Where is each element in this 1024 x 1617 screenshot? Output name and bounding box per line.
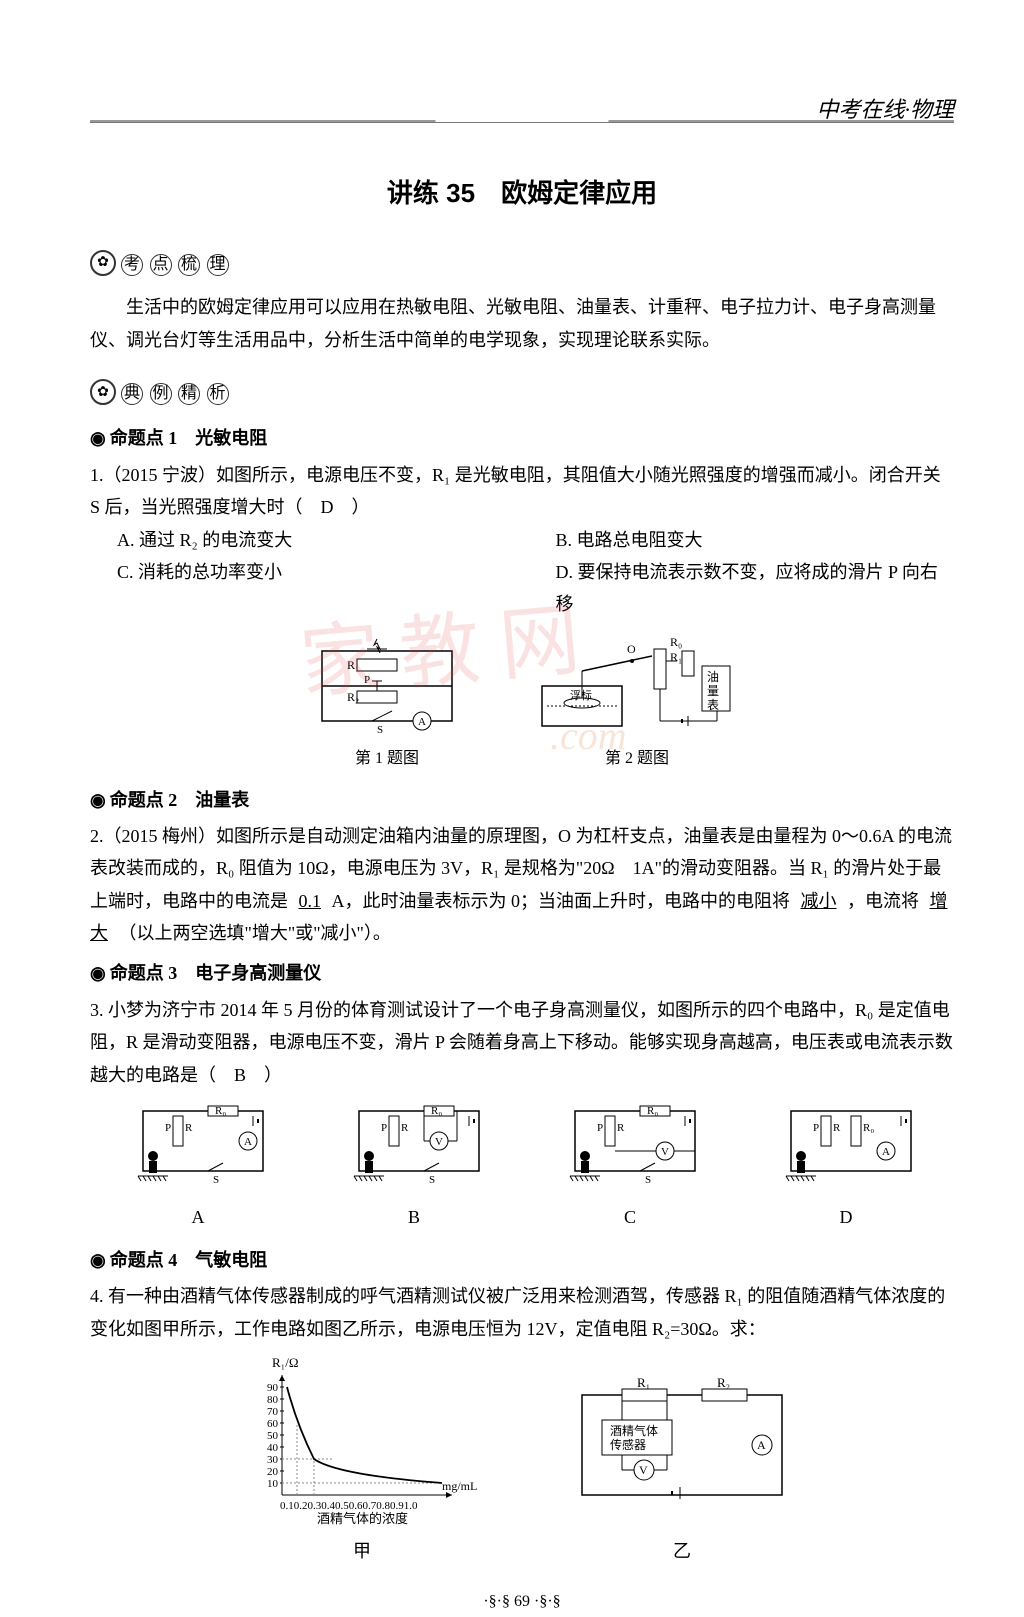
svg-text:R₀: R₀ [647, 1105, 658, 1117]
svg-text:S: S [377, 724, 383, 736]
svg-text:P: P [381, 1122, 387, 1134]
svg-text:P: P [813, 1122, 819, 1134]
circuit-A: P R R₀ A S A [123, 1101, 273, 1234]
figure-1: R₁ R₂ P A S 第 1 题图 [302, 631, 472, 774]
svg-text:R₀: R₀ [215, 1105, 226, 1117]
circuit-C-label: C [555, 1201, 705, 1233]
svg-text:酒精气体: 酒精气体 [610, 1423, 658, 1438]
svg-text:P: P [364, 674, 370, 686]
question-1: 1.（2015 宁波）如图所示，电源电压不变，R₁ 是光敏电阻，其阻值大小随光照… [90, 459, 954, 621]
svg-text:90: 90 [267, 1382, 279, 1394]
svg-text:油: 油 [707, 670, 719, 684]
svg-text:量: 量 [707, 684, 719, 698]
svg-text:V: V [639, 1463, 648, 1477]
q1-stem: 1.（2015 宁波）如图所示，电源电压不变，R₁ 是光敏电阻，其阻值大小随光照… [90, 459, 954, 524]
circuit-B-label: B [339, 1201, 489, 1233]
circuit-C: P R R₀ V S C [555, 1101, 705, 1234]
svg-text:R₁: R₁ [670, 650, 682, 664]
figure-row-1: R₁ R₂ P A S 第 1 题图 浮标 O R₁ [90, 631, 954, 774]
circuit-diagram-2: 浮标 O R₁ R₀ 油 量 表 [532, 631, 742, 741]
svg-text:S: S [213, 1174, 219, 1186]
svg-text:R₂: R₂ [717, 1375, 730, 1390]
svg-text:R₀: R₀ [670, 635, 682, 649]
header-subject: 中考在线·物理 [816, 90, 954, 130]
graph-jia: R₁/Ω 10 20 30 40 50 60 70 80 90 [242, 1355, 482, 1568]
question-3: 3. 小梦为济宁市 2014 年 5 月份的体育测试设计了一个电子身高测量仪，如… [90, 994, 954, 1091]
svg-text:V: V [661, 1146, 669, 1158]
circuit-B: P R R₀ V S B [339, 1101, 489, 1234]
page-title: 讲练 35 欧姆定律应用 [90, 170, 954, 217]
svg-text:A: A [882, 1146, 890, 1158]
figure-2: 浮标 O R₁ R₀ 油 量 表 第 2 题图 [532, 631, 742, 774]
question-4: 4. 有一种由酒精气体传感器制成的呼气酒精测试仪被广泛用来检测酒驾，传感器 R₁… [90, 1280, 954, 1345]
answer-blank-1: 0.1 [293, 891, 328, 911]
svg-text:R: R [185, 1122, 193, 1134]
svg-text:10: 10 [267, 1478, 279, 1490]
svg-text:A: A [757, 1438, 766, 1452]
badge-icon: ✿ [90, 379, 116, 405]
topic-2-label: 命题点 2 油量表 [90, 784, 954, 816]
fig-jia-label: 甲 [242, 1535, 482, 1567]
svg-text:60: 60 [267, 1418, 279, 1430]
svg-text:P: P [597, 1122, 603, 1134]
q1-optB: B. 电路总电阻变大 [556, 524, 955, 556]
circuit-diagram-yi: R₁ R₂ 酒精气体 传感器 V A [562, 1375, 802, 1525]
header-rule [90, 120, 954, 123]
svg-text:30: 30 [267, 1454, 279, 1466]
answer-blank-2: 减小 [795, 891, 843, 911]
resistance-concentration-graph: R₁/Ω 10 20 30 40 50 60 70 80 90 [242, 1355, 482, 1525]
svg-text:A: A [244, 1136, 252, 1148]
topic-3-label: 命题点 3 电子身高测量仪 [90, 957, 954, 989]
svg-text:R₂: R₂ [347, 690, 359, 704]
svg-text:20: 20 [267, 1466, 279, 1478]
q1-optC: C. 消耗的总功率变小 [117, 556, 516, 621]
fig-yi-label: 乙 [562, 1535, 802, 1567]
fig1-caption: 第 1 题图 [302, 745, 472, 774]
svg-text:40: 40 [267, 1442, 279, 1454]
svg-text:R₀: R₀ [863, 1122, 874, 1134]
page-number: ·§·§ 69 ·§·§ [90, 1588, 954, 1617]
circuit-D: P R R₀ A D [771, 1101, 921, 1234]
topic-1-label: 命题点 1 光敏电阻 [90, 422, 954, 454]
topic-4-label: 命题点 4 气敏电阻 [90, 1244, 954, 1276]
svg-text:70: 70 [267, 1406, 279, 1418]
svg-text:O: O [627, 642, 636, 656]
svg-text:R: R [833, 1122, 841, 1134]
badge-icon: ✿ [90, 250, 116, 276]
circuit-A-label: A [123, 1201, 273, 1233]
badge-text-2: 典 例 精 析 [120, 376, 230, 408]
q1-optA: A. 通过 R₂ 的电流变大 [117, 524, 516, 556]
badge-text-1: 考 点 梳 理 [120, 247, 230, 279]
q1-optD: D. 要保持电流表示数不变，应将成的滑片 P 向右移 [556, 556, 955, 621]
graph-row: R₁/Ω 10 20 30 40 50 60 70 80 90 [90, 1355, 954, 1568]
svg-text:P: P [165, 1122, 171, 1134]
circuit-yi: R₁ R₂ 酒精气体 传感器 V A 乙 [562, 1375, 802, 1568]
svg-text:V: V [435, 1136, 443, 1148]
fig2-caption: 第 2 题图 [532, 745, 742, 774]
svg-text:A: A [418, 716, 426, 728]
circuit-D-label: D [771, 1201, 921, 1233]
circuit-diagram-1: R₁ R₂ P A S [302, 631, 472, 741]
svg-text:传感器: 传感器 [610, 1437, 646, 1452]
svg-text:R: R [617, 1122, 625, 1134]
intro-paragraph: 生活中的欧姆定律应用可以应用在热敏电阻、光敏电阻、油量表、计重秤、电子拉力计、电… [90, 291, 954, 356]
circuit-options-row: P R R₀ A S A P R R₀ V S B P R R₀ V [90, 1101, 954, 1234]
svg-text:R: R [401, 1122, 409, 1134]
section-badge-1: ✿ 考 点 梳 理 [90, 247, 230, 279]
svg-text:R₀: R₀ [431, 1105, 442, 1117]
svg-text:R₁: R₁ [347, 658, 359, 672]
svg-text:浮标: 浮标 [570, 688, 592, 702]
svg-text:S: S [645, 1174, 651, 1186]
svg-text:80: 80 [267, 1394, 279, 1406]
svg-text:R₁/Ω: R₁/Ω [272, 1355, 298, 1370]
section-badge-2: ✿ 典 例 精 析 [90, 376, 230, 408]
svg-text:酒精气体的浓度: 酒精气体的浓度 [317, 1511, 408, 1525]
question-2: 2.（2015 梅州）如图所示是自动测定油箱内油量的原理图，O 为杠杆支点，油量… [90, 820, 954, 950]
svg-text:表: 表 [707, 698, 719, 712]
svg-text:S: S [429, 1174, 435, 1186]
svg-text:50: 50 [267, 1430, 279, 1442]
svg-text:R₁: R₁ [637, 1375, 650, 1390]
svg-text:mg/mL: mg/mL [442, 1479, 477, 1493]
